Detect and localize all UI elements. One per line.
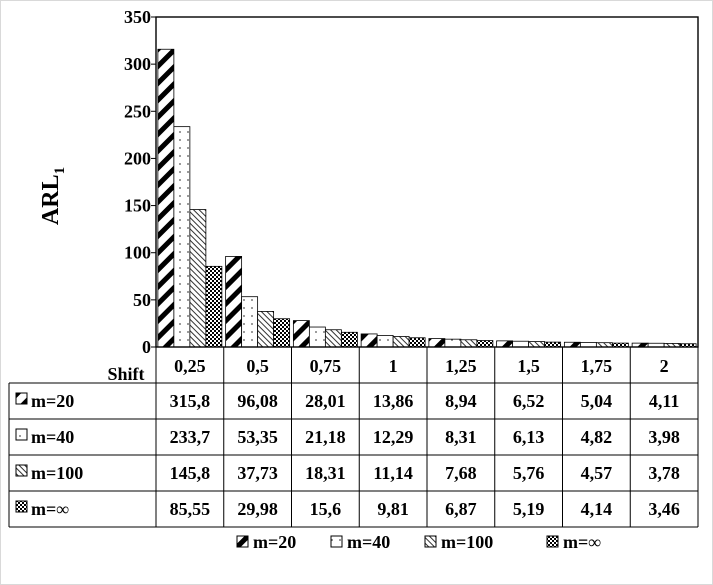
y-tick-label: 250 (124, 101, 151, 121)
y-tick-label: 150 (124, 196, 151, 216)
bar-m=20-1,75 (563, 341, 581, 348)
table-cell: 21,18 (305, 427, 346, 447)
table-cell: 18,31 (305, 463, 346, 483)
table-cell: 6,87 (445, 499, 477, 519)
table-cell: 8,31 (445, 427, 477, 447)
table-cell: 11,14 (373, 463, 413, 483)
table-cell: 53,35 (237, 427, 278, 447)
y-tick-label: 100 (124, 243, 151, 263)
x-tick-label: 0,75 (310, 356, 342, 376)
x-tick-label: 0,25 (174, 356, 206, 376)
legend-key (236, 535, 249, 548)
table-cell: 12,29 (373, 427, 414, 447)
table-cell: 28,01 (305, 391, 346, 411)
table-cell: 13,86 (373, 391, 414, 411)
bar-m=40-1,25 (444, 338, 462, 348)
bar-m=100-0,5 (257, 311, 275, 348)
table-cell: 15,6 (310, 499, 342, 519)
table-cell: 4,57 (581, 463, 613, 483)
bar-m=20-1,5 (496, 340, 514, 348)
bar-m=∞-0,75 (340, 331, 358, 348)
y-tick-label: 50 (133, 290, 151, 310)
bar-m=40-0,5 (241, 296, 259, 348)
table-cell: 4,14 (581, 499, 613, 519)
table-cell: 5,04 (581, 391, 613, 411)
table-cell: 29,98 (237, 499, 278, 519)
table-cell: 96,08 (237, 391, 278, 411)
legend: m=20 m=40 m=100 m=∞ (236, 532, 601, 552)
table-legend-key (15, 392, 28, 405)
table-series-name: m=∞ (31, 499, 69, 519)
x-tick-label: 1,75 (581, 356, 613, 376)
bars (157, 48, 697, 348)
bar-m=20-0,5 (225, 256, 243, 348)
table-cell: 7,68 (445, 463, 477, 483)
table-cell: 145,8 (170, 463, 211, 483)
bar-m=40-1 (376, 335, 394, 348)
bar-m=100-1,5 (528, 341, 546, 348)
bar-m=∞-0,5 (273, 318, 291, 348)
table-legend-key (15, 464, 28, 477)
x-tick-label: 1 (389, 356, 398, 376)
table-cell: 3,98 (648, 427, 680, 447)
table-cell: 315,8 (170, 391, 211, 411)
table-cell: 9,81 (377, 499, 409, 519)
x-tick-label: 1,5 (517, 356, 540, 376)
table-series-name: m=40 (31, 427, 74, 447)
y-tick-label: 200 (124, 148, 151, 168)
legend-label: m=∞ (563, 532, 601, 552)
table-legend-key (15, 500, 28, 513)
table-cell: 6,13 (513, 427, 545, 447)
table-cell: 37,73 (237, 463, 278, 483)
y-tick-label: 300 (124, 54, 151, 74)
bar-m=100-0,75 (324, 329, 342, 348)
x-tick-label: 1,25 (445, 356, 477, 376)
table-cell: 4,11 (649, 391, 680, 411)
legend-key (424, 535, 437, 548)
table-cell: 233,7 (170, 427, 211, 447)
x-axis-label: Shift (107, 364, 144, 384)
x-tick-label: 2 (660, 356, 669, 376)
table-cell: 3,78 (648, 463, 680, 483)
table-cell: 85,55 (170, 499, 211, 519)
y-tick-label: 0 (142, 337, 151, 357)
y-tick-label: 350 (124, 7, 151, 27)
bar-m=∞-1,25 (476, 340, 494, 348)
bar-m=20-0,75 (292, 320, 310, 348)
bar-m=100-1 (392, 336, 410, 348)
x-tick-label: 0,5 (246, 356, 269, 376)
bar-m=∞-1 (408, 337, 426, 348)
bar-m=20-1,25 (428, 338, 446, 348)
legend-label: m=20 (253, 532, 296, 552)
table-cell: 6,52 (513, 391, 545, 411)
legend-label: m=40 (347, 532, 390, 552)
table-legend-key (15, 428, 28, 441)
bar-m=100-1,25 (460, 339, 478, 348)
bar-m=40-0,25 (173, 126, 191, 348)
data-table: 0,25 0,5 0,75 1 1,25 1,5 1,75 2 m=20 315,8 96,08 28… (8, 347, 699, 528)
legend-key (330, 535, 343, 548)
table-cell: 5,19 (513, 499, 545, 519)
bar-m=40-0,75 (308, 326, 326, 348)
table-series-name: m=100 (31, 463, 83, 483)
bar-m=20-0,25 (157, 48, 175, 348)
table-series-name: m=20 (31, 391, 74, 411)
legend-label: m=100 (441, 532, 493, 552)
bar-m=100-0,25 (189, 209, 207, 348)
table-cell: 8,94 (445, 391, 477, 411)
table-cell: 5,76 (513, 463, 545, 483)
table-cell: 3,46 (648, 499, 680, 519)
y-axis-label: ARL1 (38, 167, 68, 225)
table-cell: 4,82 (581, 427, 613, 447)
bar-m=∞-1,5 (544, 341, 562, 348)
y-axis-ticks: 0 50 100 150 200 250 300 350 (124, 7, 156, 357)
bar-m=∞-0,25 (205, 265, 223, 348)
bar-m=20-1 (360, 333, 378, 348)
legend-key (546, 535, 559, 548)
bar-m=40-1,5 (512, 340, 530, 348)
